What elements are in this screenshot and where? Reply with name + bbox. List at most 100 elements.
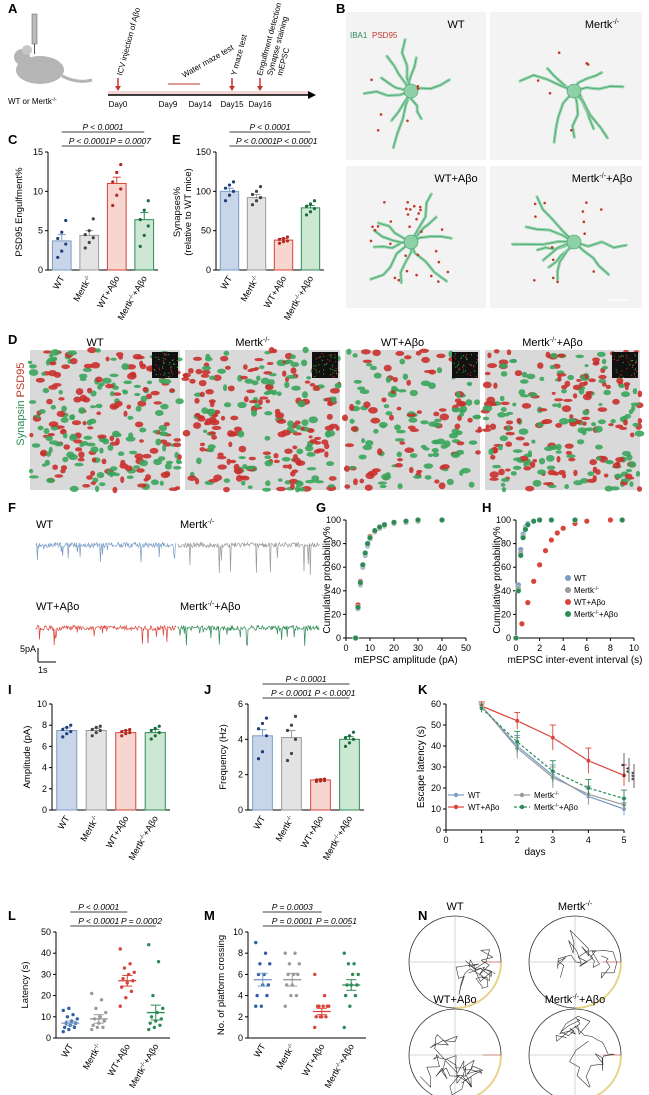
psd95-mark: [308, 435, 313, 439]
synapsin-mark: [510, 358, 518, 363]
psd95-mark: [344, 443, 355, 448]
psd95-puncta: [586, 63, 590, 66]
synapsin-mark: [244, 378, 254, 384]
synapse-inset-dot: [329, 368, 331, 370]
y-tick-label: 50: [41, 927, 51, 937]
psd95-mark: [96, 411, 102, 416]
psd95-mark: [313, 385, 320, 389]
synapse-field-0: WT: [27, 337, 184, 494]
psd95-mark: [565, 450, 573, 455]
synapsin-mark: [107, 444, 114, 451]
synapsin-mark: [295, 480, 304, 487]
data-point: [120, 734, 124, 738]
data-point: [285, 239, 290, 243]
synapse-inset-dot: [463, 365, 465, 367]
psd95-mark: [585, 390, 594, 395]
psd95-mark: [134, 453, 144, 460]
series-point-H-2: [524, 599, 531, 606]
synapse-inset-dot: [159, 374, 161, 376]
synapsin-mark: [377, 481, 387, 485]
synapse-inset-dot: [336, 373, 338, 375]
bar-E-3: [300, 207, 321, 271]
data-point: [115, 170, 119, 175]
series-point-H-2: [548, 537, 555, 544]
synapsin-mark: [482, 416, 490, 421]
synapsin-mark: [129, 450, 138, 455]
psd95-mark: [208, 416, 217, 424]
y-tick-label: 10: [33, 186, 43, 196]
synapsin-mark: [497, 444, 503, 451]
psd95-puncta: [419, 208, 422, 212]
microglia-soma: [566, 234, 582, 250]
psd95-mark: [498, 468, 505, 476]
synapsin-mark: [580, 374, 586, 381]
psd95-mark: [505, 441, 513, 447]
synapse-inset-dot: [335, 370, 337, 372]
psd95-mark: [490, 454, 496, 460]
synapse-inset-dot: [170, 367, 172, 369]
synapsin-mark: [604, 485, 613, 492]
synapsin-mark: [60, 417, 69, 423]
psd95-mark: [172, 442, 182, 448]
psd95-mark: [223, 486, 230, 493]
psd95-mark: [153, 401, 162, 405]
series-point-G-3: [357, 579, 364, 586]
pval-C-2: P = 0.0007: [110, 136, 151, 146]
synapsin-mark: [448, 350, 454, 358]
synapsin-mark: [526, 373, 536, 380]
psd95-mark: [309, 382, 316, 387]
synapsin-mark: [625, 468, 632, 473]
series-point-H-2: [542, 547, 549, 554]
synapsin-mark: [242, 464, 248, 470]
synapsin-mark: [83, 435, 93, 440]
y-tick-label: 20: [501, 609, 511, 619]
series-point-G-3: [355, 604, 362, 611]
synapsin-mark: [499, 435, 508, 442]
pval-E-1: P < 0.0001: [236, 136, 277, 146]
psd95-mark: [60, 428, 66, 433]
data-point: [90, 727, 94, 732]
psd95-mark: [326, 413, 333, 420]
synapse-inset-dot: [162, 366, 163, 368]
psd95-mark: [561, 405, 572, 413]
data-point: [67, 1006, 71, 1011]
psd95-mark: [454, 423, 461, 430]
psd95-mark: [598, 374, 607, 380]
psd95-puncta: [379, 113, 383, 116]
y-tick-label: 60: [501, 562, 511, 572]
y-tick-label: 8: [42, 720, 47, 730]
psd95-mark: [87, 347, 97, 354]
data-point: [65, 725, 69, 729]
psd95-puncta: [583, 232, 586, 236]
y-tick-label: 100: [326, 515, 341, 525]
synapsin-mark: [512, 465, 522, 471]
data-point: [148, 1021, 152, 1025]
ylabel-K: Escape latency (s): [416, 726, 427, 808]
synapsin-mark: [165, 460, 174, 465]
psd95-mark: [150, 390, 160, 396]
data-point: [94, 731, 98, 735]
series-point-G-3: [371, 527, 378, 534]
synapsin-mark: [436, 367, 443, 374]
synapsin-mark: [204, 356, 213, 362]
synapsin-mark: [175, 398, 184, 405]
psd95-mark: [407, 425, 416, 430]
synapse-inset-dot: [319, 356, 321, 358]
synapse-inset-dot: [323, 369, 324, 371]
data-point: [293, 737, 298, 741]
synapse-inset-dot: [632, 364, 634, 366]
data-point: [153, 726, 157, 730]
legend-h-marker-0: [565, 575, 571, 581]
category-label-J-2: WT+Aβo: [299, 814, 325, 850]
synapse-inset-dot: [458, 369, 460, 371]
xlabel-H: mEPSC inter-event interval (s): [507, 655, 642, 666]
microglia-process-edge: [573, 241, 627, 248]
psd95-mark: [266, 361, 274, 366]
psd95-mark: [592, 361, 600, 366]
synapsin-mark: [109, 373, 119, 378]
synapse-inset-dot: [325, 363, 327, 365]
synapse-inset-dot: [627, 361, 629, 363]
psd95-mark: [489, 471, 499, 478]
psd95-mark: [481, 428, 492, 432]
psd95-mark: [556, 353, 566, 358]
